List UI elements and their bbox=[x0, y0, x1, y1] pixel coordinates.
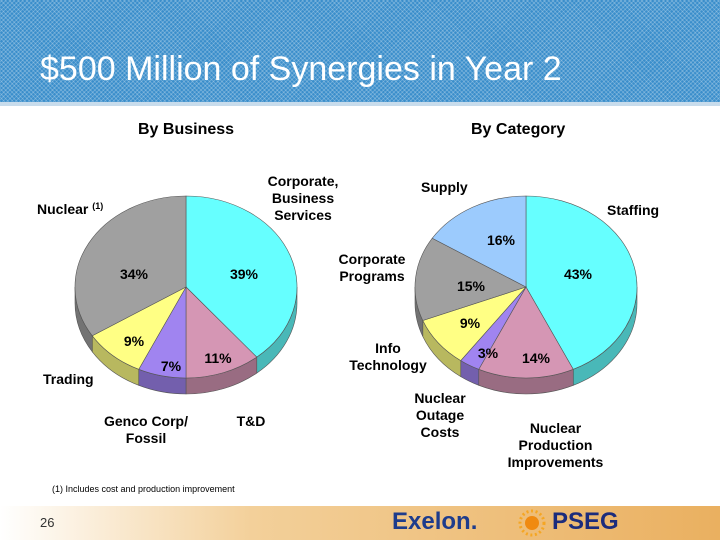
label-genco-corp-fossil: Genco Corp/ Fossil bbox=[103, 413, 188, 446]
exelon-logo: Exelon. bbox=[392, 508, 478, 535]
label-trading: Trading bbox=[43, 371, 94, 387]
pseg-logo: PSEG bbox=[552, 508, 619, 535]
pie1-slice-0 bbox=[185, 195, 298, 358]
pie2-slice-5 bbox=[431, 195, 527, 288]
pie1-slice-1 bbox=[185, 286, 258, 379]
pct-supply: 16% bbox=[486, 232, 516, 248]
pie1-slice-4 bbox=[74, 195, 187, 337]
pct-nuclear-production-improvements: 14% bbox=[521, 350, 551, 366]
label-nuclear: Nuclear (1) bbox=[37, 198, 103, 218]
footer-bar bbox=[0, 506, 720, 540]
label-corporate-programs: Corporate Programs bbox=[338, 251, 406, 284]
label-info-technology: Info Technology bbox=[349, 340, 427, 373]
pct-nuclear-outage-costs: 3% bbox=[477, 345, 499, 361]
pct-corporate-programs: 15% bbox=[456, 278, 486, 294]
label-nuclear-production-improvements: Nuclear Production Improvements bbox=[507, 420, 604, 470]
label-nuclear-note: (1) bbox=[92, 201, 104, 211]
pct-staffing: 43% bbox=[563, 266, 593, 282]
pie2-slice-4 bbox=[414, 237, 527, 321]
pseg-sun-icon bbox=[518, 509, 546, 537]
pct-nuclear: 34% bbox=[119, 266, 149, 282]
label-corporate-business-services: Corporate, Business Services bbox=[267, 173, 339, 223]
pct-t-and-d: 11% bbox=[204, 350, 232, 366]
chart-title-by-business: By Business bbox=[138, 121, 235, 138]
label-t-and-d: T&D bbox=[236, 413, 266, 429]
pct-trading: 9% bbox=[123, 333, 145, 349]
title-banner bbox=[0, 0, 720, 102]
label-nuclear-text: Nuclear bbox=[37, 201, 89, 217]
chart-title-by-category: By Category bbox=[471, 121, 566, 138]
pie2-slice-1 bbox=[478, 286, 574, 379]
label-nuclear-outage-costs: Nuclear Outage Costs bbox=[414, 390, 466, 440]
pct-genco-corp-fossil: 7% bbox=[160, 358, 182, 374]
slide-title: $500 Million of Synergies in Year 2 bbox=[40, 50, 562, 88]
pct-corporate-business-services: 39% bbox=[229, 266, 259, 282]
label-staffing: Staffing bbox=[607, 202, 660, 218]
title-banner-band bbox=[0, 102, 720, 106]
page-number: 26 bbox=[40, 515, 55, 530]
footnote: (1) Includes cost and production improve… bbox=[52, 484, 235, 494]
pie2-slice-0 bbox=[525, 195, 638, 370]
label-supply: Supply bbox=[421, 179, 468, 195]
pct-info-technology: 9% bbox=[459, 315, 481, 331]
